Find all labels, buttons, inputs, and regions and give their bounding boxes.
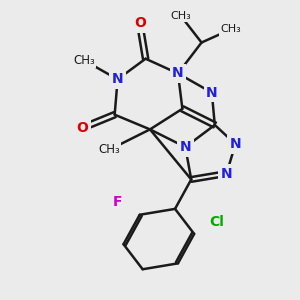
Text: CH₃: CH₃	[170, 11, 191, 21]
Text: N: N	[112, 72, 123, 86]
Text: CH₃: CH₃	[73, 54, 94, 67]
Text: Cl: Cl	[209, 215, 224, 229]
Text: F: F	[113, 194, 122, 208]
Text: O: O	[134, 16, 146, 30]
Text: O: O	[76, 121, 88, 135]
Text: CH₃: CH₃	[98, 143, 120, 157]
Text: N: N	[172, 66, 184, 80]
Text: N: N	[230, 137, 241, 151]
Text: N: N	[179, 140, 191, 154]
Text: N: N	[221, 167, 232, 181]
Text: CH₃: CH₃	[220, 24, 241, 34]
Text: N: N	[206, 85, 218, 100]
